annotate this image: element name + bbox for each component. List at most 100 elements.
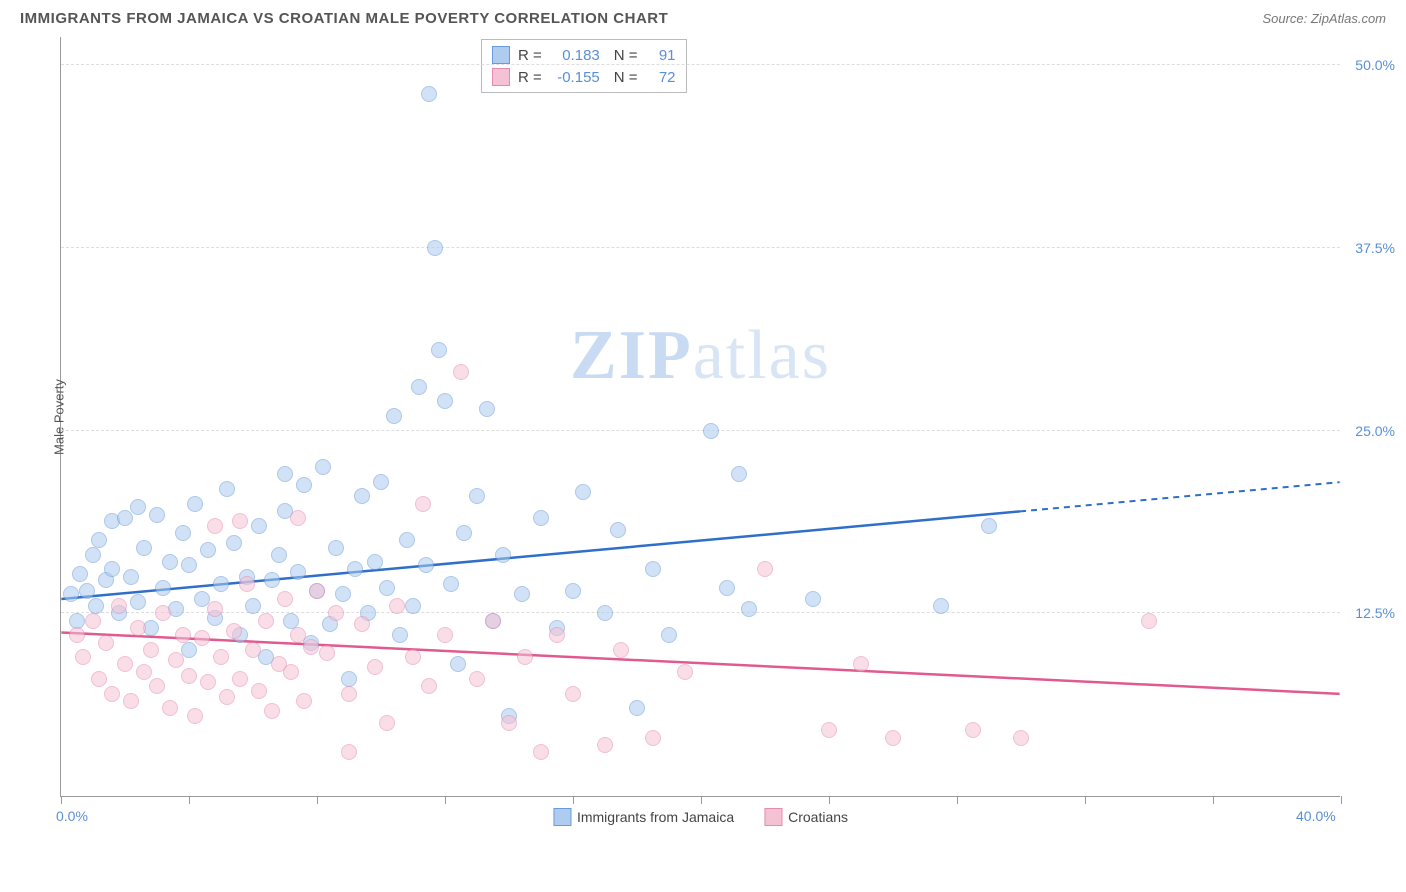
- x-tick: [189, 796, 190, 804]
- series-swatch: [492, 68, 510, 86]
- data-point: [514, 586, 530, 602]
- data-point: [136, 540, 152, 556]
- gridline: [61, 247, 1340, 248]
- data-point: [290, 564, 306, 580]
- data-point: [533, 744, 549, 760]
- data-point: [386, 408, 402, 424]
- data-point: [213, 649, 229, 665]
- data-point: [136, 664, 152, 680]
- data-point: [98, 635, 114, 651]
- data-point: [162, 700, 178, 716]
- data-point: [290, 627, 306, 643]
- data-point: [677, 664, 693, 680]
- data-point: [130, 620, 146, 636]
- x-tick: [445, 796, 446, 804]
- n-label: N =: [614, 47, 638, 64]
- source-credit: Source: ZipAtlas.com: [1262, 11, 1386, 26]
- y-axis-label: Male Poverty: [51, 379, 66, 455]
- data-point: [271, 547, 287, 563]
- data-point: [181, 642, 197, 658]
- y-tick-label: 12.5%: [1355, 605, 1395, 621]
- data-point: [63, 586, 79, 602]
- gridline: [61, 430, 1340, 431]
- data-point: [565, 686, 581, 702]
- data-point: [731, 466, 747, 482]
- data-point: [933, 598, 949, 614]
- legend-label: Immigrants from Jamaica: [577, 809, 734, 825]
- data-point: [453, 364, 469, 380]
- data-point: [181, 557, 197, 573]
- r-value: -0.155: [550, 69, 600, 86]
- data-point: [418, 557, 434, 573]
- data-point: [296, 477, 312, 493]
- data-point: [123, 693, 139, 709]
- data-point: [479, 401, 495, 417]
- data-point: [517, 649, 533, 665]
- data-point: [239, 576, 255, 592]
- data-point: [703, 423, 719, 439]
- r-label: R =: [518, 47, 542, 64]
- data-point: [335, 586, 351, 602]
- x-tick: [317, 796, 318, 804]
- data-point: [219, 689, 235, 705]
- chart-title: IMMIGRANTS FROM JAMAICA VS CROATIAN MALE…: [20, 10, 668, 27]
- data-point: [277, 591, 293, 607]
- legend-label: Croatians: [788, 809, 848, 825]
- data-point: [495, 547, 511, 563]
- data-point: [415, 496, 431, 512]
- data-point: [207, 601, 223, 617]
- legend: Immigrants from Jamaica Croatians: [553, 808, 848, 826]
- x-tick: [957, 796, 958, 804]
- data-point: [130, 594, 146, 610]
- data-point: [443, 576, 459, 592]
- data-point: [549, 627, 565, 643]
- data-point: [69, 627, 85, 643]
- x-tick-label: 40.0%: [1296, 808, 1336, 824]
- data-point: [303, 639, 319, 655]
- data-point: [469, 671, 485, 687]
- data-point: [111, 598, 127, 614]
- data-point: [450, 656, 466, 672]
- data-point: [1141, 613, 1157, 629]
- data-point: [168, 652, 184, 668]
- data-point: [853, 656, 869, 672]
- data-point: [162, 554, 178, 570]
- data-point: [194, 630, 210, 646]
- data-point: [187, 496, 203, 512]
- data-point: [155, 605, 171, 621]
- data-point: [251, 518, 267, 534]
- stats-row: R =-0.155N =72: [492, 66, 676, 88]
- data-point: [123, 569, 139, 585]
- y-tick-label: 50.0%: [1355, 57, 1395, 73]
- data-point: [79, 583, 95, 599]
- data-point: [821, 722, 837, 738]
- data-point: [264, 703, 280, 719]
- data-point: [367, 554, 383, 570]
- data-point: [117, 510, 133, 526]
- data-point: [421, 678, 437, 694]
- data-point: [354, 616, 370, 632]
- data-point: [245, 642, 261, 658]
- data-point: [661, 627, 677, 643]
- data-point: [597, 737, 613, 753]
- data-point: [469, 488, 485, 504]
- data-point: [226, 623, 242, 639]
- data-point: [175, 627, 191, 643]
- data-point: [91, 671, 107, 687]
- gridline: [61, 64, 1340, 65]
- data-point: [613, 642, 629, 658]
- data-point: [354, 488, 370, 504]
- data-point: [399, 532, 415, 548]
- data-point: [328, 540, 344, 556]
- x-tick: [1341, 796, 1342, 804]
- r-value: 0.183: [550, 47, 600, 64]
- data-point: [264, 572, 280, 588]
- data-point: [805, 591, 821, 607]
- data-point: [389, 598, 405, 614]
- data-point: [104, 561, 120, 577]
- data-point: [130, 499, 146, 515]
- data-point: [277, 466, 293, 482]
- data-point: [533, 510, 549, 526]
- data-point: [258, 613, 274, 629]
- data-point: [187, 708, 203, 724]
